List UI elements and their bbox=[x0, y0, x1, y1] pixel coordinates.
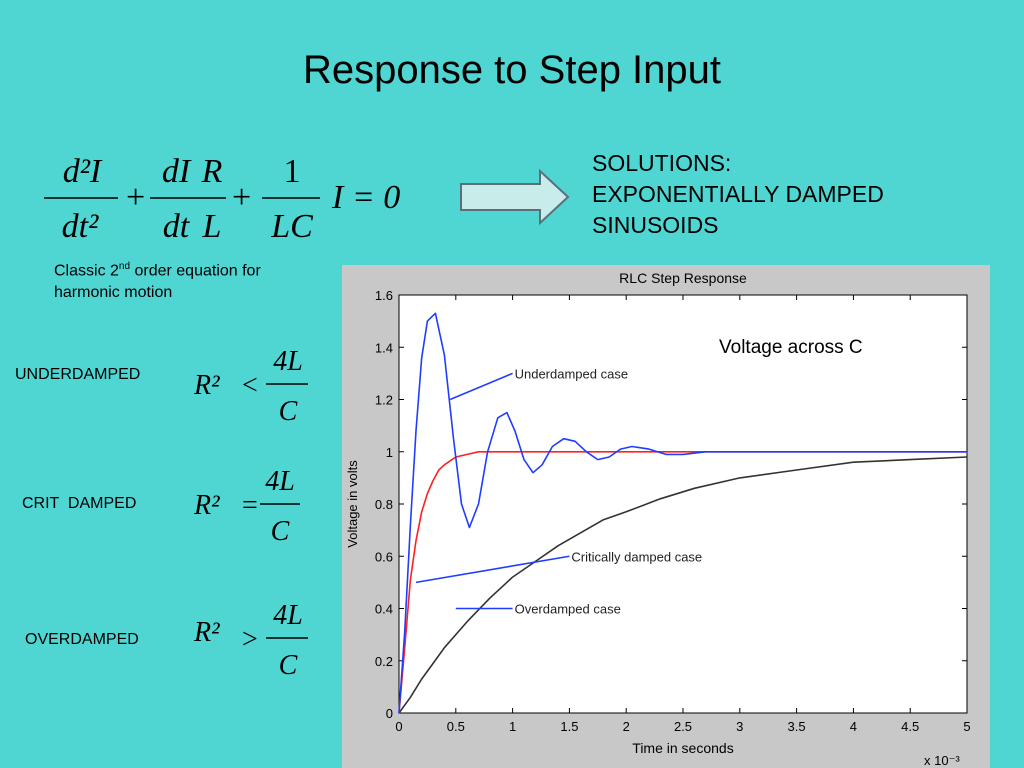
y-axis-label: Voltage in volts bbox=[345, 460, 360, 548]
y-tick-label: 0.2 bbox=[375, 654, 393, 669]
x-axis-multiplier: x 10⁻³ bbox=[924, 753, 960, 768]
solutions-line-3: SINUSOIDS bbox=[592, 212, 719, 238]
x-tick-label: 4.5 bbox=[901, 719, 919, 734]
cond-den: C bbox=[279, 396, 298, 427]
x-tick-label: 3 bbox=[736, 719, 743, 734]
y-tick-label: 1.2 bbox=[375, 393, 393, 408]
callout-label: Underdamped case bbox=[515, 366, 628, 381]
cond-num: 4L bbox=[265, 466, 295, 497]
arrow-right-icon bbox=[460, 168, 570, 226]
eq-term1-num: d²I bbox=[63, 153, 103, 190]
x-tick-label: 4 bbox=[850, 719, 857, 734]
underdamped-condition: R² < 4L C bbox=[193, 346, 308, 427]
eq-term4-den: LC bbox=[270, 208, 313, 245]
y-tick-label: 0.8 bbox=[375, 497, 393, 512]
cond-op-gt: > bbox=[242, 624, 258, 655]
solutions-text: SOLUTIONS: EXPONENTIALLY DAMPED SINUSOID… bbox=[592, 148, 884, 241]
cond-lhs: R² bbox=[193, 617, 220, 648]
cond-num: 4L bbox=[273, 346, 303, 377]
cond-lhs: R² bbox=[193, 370, 220, 401]
eq-term3-num: R bbox=[201, 153, 223, 190]
eq-plus-2: + bbox=[232, 179, 251, 216]
eq-term1-den: dt² bbox=[62, 208, 99, 245]
slide-title: Response to Step Input bbox=[302, 48, 722, 92]
series-line-underdamped-case bbox=[398, 312, 967, 714]
equation-note: Classic 2nd order equation for harmonic … bbox=[54, 261, 261, 302]
chart-panel: RLC Step Response 0 0.2 0.4 0.6 0.8 1 1.2 1.4 1.6… bbox=[342, 265, 990, 768]
x-tick-label: 2.5 bbox=[674, 719, 692, 734]
overdamped-label: OVERDAMPED bbox=[25, 631, 139, 648]
y-tick-label: 0.6 bbox=[375, 549, 393, 564]
series-line-overdamped-case bbox=[398, 456, 968, 714]
rlc-step-response-chart: RLC Step Response 0 0.2 0.4 0.6 0.8 1 1.2 1.4 1.6… bbox=[345, 270, 971, 768]
y-tick-label: 0.4 bbox=[375, 602, 393, 617]
y-tick-label: 1.4 bbox=[375, 340, 393, 355]
x-axis-label: Time in seconds bbox=[632, 740, 733, 756]
cond-num: 4L bbox=[273, 600, 303, 631]
underdamped-label: UNDERDAMPED bbox=[15, 366, 141, 383]
cond-den: C bbox=[271, 516, 290, 547]
y-tick-label: 1.6 bbox=[375, 288, 393, 303]
chart-annotation: Voltage across C bbox=[719, 337, 863, 358]
chart-title: RLC Step Response bbox=[619, 270, 747, 286]
eq-term2-den: dt bbox=[163, 208, 191, 245]
x-tick-label: 1 bbox=[509, 719, 516, 734]
x-tick-label: 3.5 bbox=[788, 719, 806, 734]
cond-lhs: R² bbox=[193, 490, 220, 521]
callout-label: Critically damped case bbox=[571, 549, 702, 564]
solutions-line-1: SOLUTIONS: bbox=[592, 150, 732, 176]
y-tick-label: 0 bbox=[386, 706, 393, 721]
y-tick-label: 1 bbox=[386, 445, 393, 460]
crit-condition: R² = 4L C bbox=[193, 466, 300, 547]
cond-den: C bbox=[279, 650, 298, 681]
plot-area bbox=[398, 294, 968, 714]
x-tick-label: 0 bbox=[395, 719, 402, 734]
differential-equation: d²I dt² + dI dt R L + 1 LC I = 0 bbox=[44, 153, 400, 245]
x-tick-label: 5 bbox=[963, 719, 970, 734]
eq-term2-num: dI bbox=[162, 153, 192, 190]
cond-op-eq: = bbox=[242, 490, 258, 521]
eq-tail: I = 0 bbox=[331, 179, 400, 216]
x-tick-label: 0.5 bbox=[447, 719, 465, 734]
eq-term3-den: L bbox=[202, 208, 222, 245]
callout-label: Overdamped case bbox=[515, 602, 621, 617]
x-tick-label: 2 bbox=[623, 719, 630, 734]
x-tick-label: 1.5 bbox=[560, 719, 578, 734]
callout-line bbox=[449, 372, 513, 401]
eq-term4-num: 1 bbox=[284, 153, 301, 190]
overdamped-condition: R² > 4L C bbox=[193, 600, 308, 681]
callout-line bbox=[415, 555, 570, 584]
crit-damped-label: CRIT DAMPED bbox=[22, 495, 137, 512]
eq-plus-1: + bbox=[126, 179, 145, 216]
cond-op-lt: < bbox=[242, 370, 258, 401]
solutions-line-2: EXPONENTIALLY DAMPED bbox=[592, 181, 884, 207]
